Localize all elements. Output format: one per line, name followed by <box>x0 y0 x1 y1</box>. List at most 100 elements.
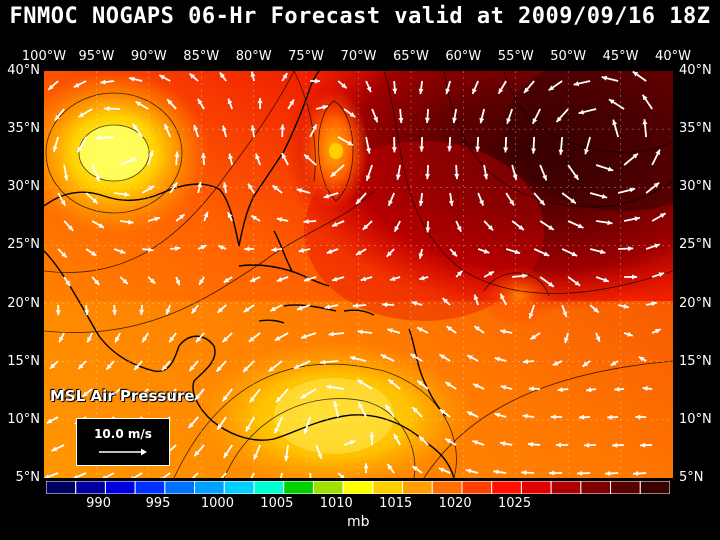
wind-vector <box>584 442 597 448</box>
wind-vector <box>384 404 395 418</box>
wind-vector <box>632 71 647 82</box>
wind-vector <box>271 247 283 253</box>
wind-vector <box>161 360 171 372</box>
wind-vector <box>617 303 630 309</box>
wind-vector <box>550 414 563 420</box>
wind-vector <box>296 304 311 311</box>
wind-vector <box>222 182 228 194</box>
wind-vector <box>223 276 233 284</box>
wind-vector <box>617 187 636 194</box>
longitude-label: 45°W <box>602 49 639 64</box>
wind-vector <box>642 386 653 392</box>
wind-scale-value: 10.0 m/s <box>94 427 152 441</box>
wind-vector <box>63 220 74 232</box>
wind-vector <box>605 470 619 476</box>
wind-vector <box>166 98 177 110</box>
wind-vector <box>411 465 423 474</box>
wind-vector <box>163 123 171 138</box>
wind-vector <box>561 248 578 257</box>
wind-vector <box>455 220 462 233</box>
wind-vector <box>272 184 283 194</box>
wind-vector <box>110 388 121 398</box>
wind-vector <box>418 192 424 207</box>
wind-vector <box>320 359 339 365</box>
wind-vector <box>623 216 641 222</box>
wind-vector <box>323 192 339 199</box>
latitude-label: 35°N <box>7 121 40 137</box>
wind-vector <box>612 119 620 138</box>
longitude-label: 75°W <box>288 49 325 64</box>
wind-vector <box>315 444 323 460</box>
wind-vector <box>449 248 458 258</box>
wind-vector <box>193 124 199 138</box>
colorbar-tick-label: 995 <box>145 496 171 511</box>
wind-vector <box>91 220 105 229</box>
wind-vector <box>188 360 199 372</box>
colorbar-swatch <box>461 481 493 494</box>
wind-vector <box>564 332 570 344</box>
wind-scale-arrow-icon <box>99 448 147 456</box>
wind-vector <box>96 135 115 141</box>
wind-vector <box>512 273 528 279</box>
wind-vector <box>102 472 115 478</box>
colorbar-units: mb <box>347 514 370 530</box>
wind-vector <box>444 381 457 390</box>
wind-vector <box>445 325 457 334</box>
wind-vector <box>249 276 261 283</box>
wind-vector <box>85 248 97 257</box>
latitude-label: 5°N <box>15 470 41 485</box>
wind-vector <box>174 151 180 166</box>
latitude-label: 40°N <box>7 63 40 78</box>
wind-vector <box>418 435 429 446</box>
colorbar-tick-label: 1000 <box>200 496 234 511</box>
wind-vector <box>355 248 367 256</box>
wind-vector <box>448 192 454 207</box>
wind-vector <box>352 303 367 309</box>
wind-vector <box>169 182 178 194</box>
wind-vector <box>276 217 289 223</box>
wind-vector <box>555 108 569 123</box>
wind-vector <box>132 123 143 138</box>
wind-vector <box>268 360 283 373</box>
wind-vector <box>447 136 453 152</box>
wind-vector <box>331 220 345 228</box>
wind-vector <box>607 414 619 420</box>
wind-vector <box>549 470 563 476</box>
colorbar-tick-label: 1010 <box>319 496 353 511</box>
wind-vector <box>194 388 205 401</box>
latitude-label: 15°N <box>679 353 712 369</box>
wind-vector <box>533 248 550 257</box>
wind-vector <box>100 79 115 85</box>
wind-vector <box>300 388 317 399</box>
wind-vector <box>197 244 207 250</box>
wind-vector <box>249 388 261 403</box>
wind-vector <box>86 332 93 343</box>
wind-vector <box>479 108 486 124</box>
colorbar-swatch <box>75 481 106 494</box>
wind-vector <box>114 332 121 343</box>
wind-vector <box>610 360 619 367</box>
wind-vector <box>499 441 513 447</box>
wind-vector <box>454 164 460 180</box>
wind-vector <box>416 326 429 334</box>
wind-vector <box>253 444 261 460</box>
wind-vector <box>55 304 61 316</box>
longitude-label: 50°W <box>550 49 587 64</box>
colorbar-swatch <box>550 481 582 494</box>
wind-vector <box>533 192 546 206</box>
wind-vector <box>578 414 591 420</box>
wind-vector <box>392 80 398 94</box>
wind-vector <box>220 472 227 478</box>
wind-vector <box>573 80 591 87</box>
wind-vector <box>596 220 613 226</box>
wind-vector <box>141 185 155 194</box>
wind-vector <box>522 359 535 365</box>
wind-vector <box>633 471 647 477</box>
wind-vector <box>642 119 648 138</box>
wind-vector <box>612 442 625 448</box>
wind-vector <box>624 274 638 280</box>
wind-vector <box>175 276 181 286</box>
wind-vector <box>57 192 66 207</box>
wind-vector <box>85 192 99 205</box>
wind-vector <box>112 304 118 316</box>
